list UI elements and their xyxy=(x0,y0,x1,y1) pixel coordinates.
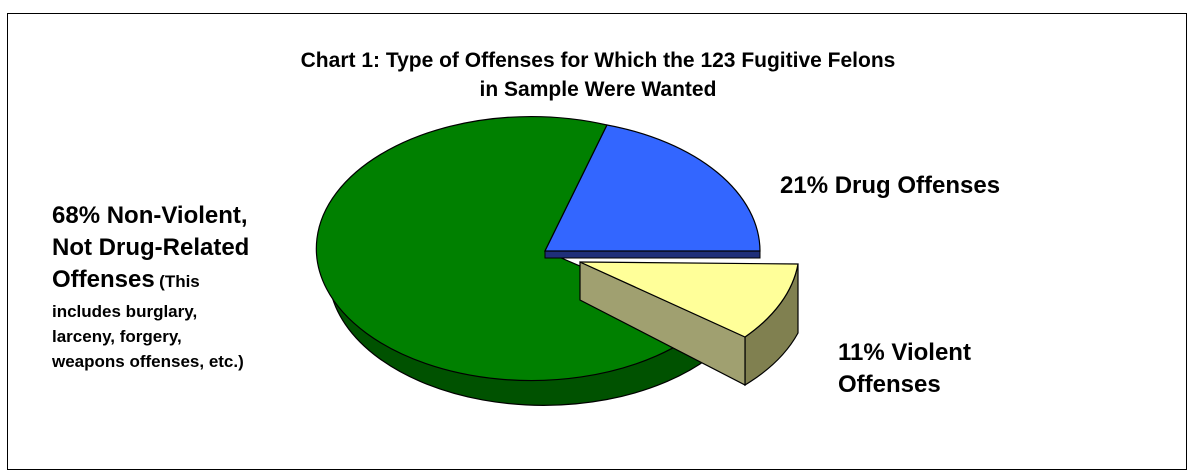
pie-slice-violent xyxy=(579,261,799,338)
chart-title-line-1: Chart 1: Type of Offenses for Which the … xyxy=(300,49,896,72)
label-nonviolent-line-1: 68% Non-Violent, xyxy=(52,202,248,229)
label-violent-line-2: Offenses xyxy=(838,371,941,398)
label-nonviolent-offenses: Offenses xyxy=(52,266,155,293)
label-nonviolent-line-2: Not Drug-Related xyxy=(52,234,250,261)
label-nonviolent-note-3: larceny, forgery, xyxy=(52,327,182,346)
label-nonviolent-note-1: (This xyxy=(159,272,200,291)
label-drug: 21% Drug Offenses xyxy=(780,172,1001,199)
label-nonviolent-note-2: includes burglary, xyxy=(52,302,198,321)
label-nonviolent-note-4: weapons offenses, etc.) xyxy=(52,352,244,371)
label-nonviolent-line-3: Offenses (This xyxy=(52,265,200,295)
pie-slice-drug xyxy=(544,124,761,252)
chart-title-line-2: in Sample Were Wanted xyxy=(479,78,717,101)
pie-slice-drug-edge xyxy=(544,250,761,259)
label-violent-line-1: 11% Violent xyxy=(838,339,971,366)
